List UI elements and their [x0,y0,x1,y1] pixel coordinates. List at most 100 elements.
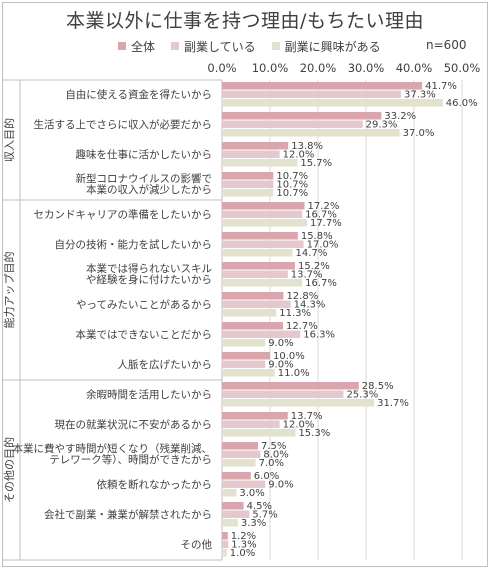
data-label: 1.3% [231,540,256,551]
bar-1 [222,450,261,458]
bar-0 [222,412,288,420]
bar-2 [222,489,237,497]
data-label: 11.0% [278,368,310,379]
data-label: 13.7% [291,270,323,281]
data-label: 9.0% [268,338,293,349]
data-label: 7.5% [261,441,286,452]
bar-1 [222,270,288,278]
bar-2 [222,249,293,257]
bar-2 [222,549,227,557]
bar-1 [222,90,402,98]
bar-1 [222,150,280,158]
data-label: 31.7% [377,398,409,409]
bar-1 [222,240,304,248]
category-label: 余暇時間を活用したいから [86,388,212,401]
x-tick-label: 40.0% [396,61,433,75]
bar-0 [222,322,283,330]
category-label: セカンドキャリアの準備をしたいから [34,208,213,221]
legend-item-all: 全体 [118,38,155,55]
bar-2 [222,189,274,197]
bar-2 [222,129,400,137]
data-label: 10.7% [276,171,308,182]
bar-0 [222,472,251,480]
data-label: 4.5% [247,501,272,512]
bar-1 [222,120,363,128]
data-label: 1.0% [230,548,255,559]
data-label: 15.7% [300,158,332,169]
bar-1 [222,300,291,308]
legend-swatch-interested [271,42,280,50]
data-label: 41.7% [425,81,457,92]
legend-swatch-all [118,42,126,50]
data-label: 15.3% [298,428,330,439]
bar-2 [222,219,307,227]
data-label: 9.0% [268,360,293,371]
bar-0 [222,292,284,300]
bar-0 [222,352,270,360]
data-label: 29.3% [366,120,398,131]
data-label: 3.0% [239,488,264,499]
legend-item-interested: 副業に興味がある [271,38,381,55]
bar-1 [222,510,250,518]
bar-2 [222,279,303,287]
bar-0 [222,172,274,180]
x-tick-label: 10.0% [252,61,289,75]
legend-label-all: 全体 [131,39,156,54]
data-label: 33.2% [384,111,416,122]
bar-0 [222,502,244,510]
data-label: 7.0% [259,458,284,469]
bar-2 [222,399,375,407]
data-label: 12.0% [283,150,315,161]
chart-title: 本業以外に仕事を持つ理由/もちたい理由 [66,10,424,32]
data-label: 17.0% [307,240,339,251]
data-label: 17.7% [310,218,342,229]
bar-2 [222,339,266,347]
data-label: 12.8% [286,291,318,302]
category-label: 生活する上でさらに収入が必要だから [34,118,213,131]
data-label: 11.3% [279,308,311,319]
category-label: テレワーク等）、時間ができたから [49,453,212,466]
data-label: 37.0% [403,128,435,139]
data-label: 9.0% [268,480,293,491]
data-label: 5.7% [252,510,277,521]
bar-1 [222,420,280,428]
legend-label-interested: 副業に興味がある [284,39,381,54]
category-label: 自分の技術・能力を試したいから [55,238,213,251]
bar-0 [222,262,295,270]
bar-2 [222,309,277,317]
bar-1 [222,360,266,368]
data-label: 16.7% [305,278,337,289]
data-label: 14.3% [294,300,326,311]
data-label: 10.7% [276,188,308,199]
bar-0 [222,532,228,540]
data-label: 25.3% [346,390,378,401]
x-tick-label: 30.0% [348,61,385,75]
bar-0 [222,382,359,390]
bar-1 [222,180,274,188]
x-tick-label: 50.0% [444,61,481,75]
bar-0 [222,112,382,120]
category-label: 会社で副業・兼業が解禁されたから [44,508,212,521]
category-label: 本業に費やす時間が短くなり（残業削減、 [13,442,213,455]
category-label: やってみたいことがあるから [76,298,212,311]
data-label: 6.0% [254,471,279,482]
data-label: 10.7% [276,180,308,191]
data-label: 12.7% [286,321,318,332]
group-label: その他の目的 [2,437,16,503]
data-label: 1.2% [231,531,256,542]
data-label: 10.0% [273,351,305,362]
data-label: 28.5% [362,381,394,392]
bar-0 [222,142,289,150]
bar-1 [222,330,301,338]
x-tick-label: 20.0% [300,61,337,75]
bar-1 [222,540,229,548]
group-label: 能力アップ目的 [2,252,16,329]
x-tick-label: 0.0% [207,61,236,75]
legend-item-side-job: 副業している [171,38,256,55]
category-label: 人脈を広げたいから [118,358,213,371]
category-label: 趣味を仕事に活かしたいから [76,148,213,161]
legend-swatch-side-job [171,42,180,50]
bar-1 [222,210,303,218]
